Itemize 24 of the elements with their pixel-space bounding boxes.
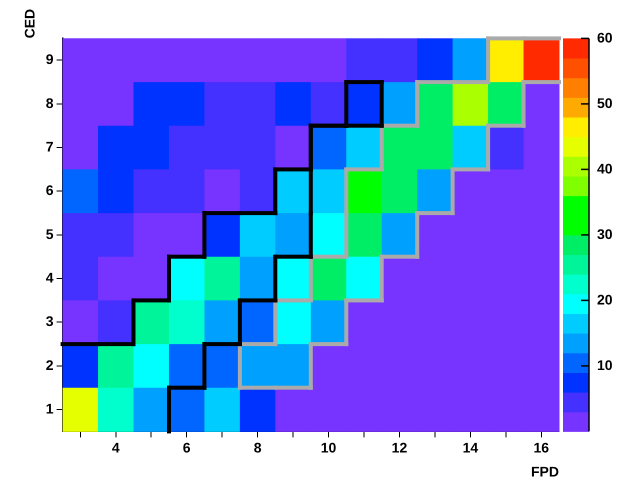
y-tick-label: 8 [46,94,54,111]
color-bar-label: 20 [597,291,613,308]
color-bar-label: 10 [597,356,613,373]
color-bar-label: 50 [597,94,613,111]
y-tick-label: 5 [46,226,54,242]
color-bar-label: 60 [597,29,613,46]
x-axis-title: FPD [531,463,559,480]
x-tick-label: 8 [254,440,262,456]
y-tick-label: 7 [46,138,54,154]
y-tick-label: 9 [46,51,54,68]
y-tick-label: 6 [46,182,54,198]
x-tick-label: 12 [392,440,408,456]
x-tick-label: 16 [533,440,550,456]
x-tick-label: 14 [462,440,478,456]
x-tick-label: 10 [320,440,337,456]
y-tick-label: 2 [46,356,54,373]
y-tick-label: 1 [46,400,54,416]
y-tick-label: 4 [46,269,54,286]
x-tick-label: 6 [182,440,191,456]
y-axis-title: CED [21,8,38,38]
x-tick-label: 4 [112,440,120,456]
y-tick-label: 3 [46,313,54,330]
color-bar-label: 40 [597,160,613,176]
color-bar-label: 30 [597,226,613,242]
